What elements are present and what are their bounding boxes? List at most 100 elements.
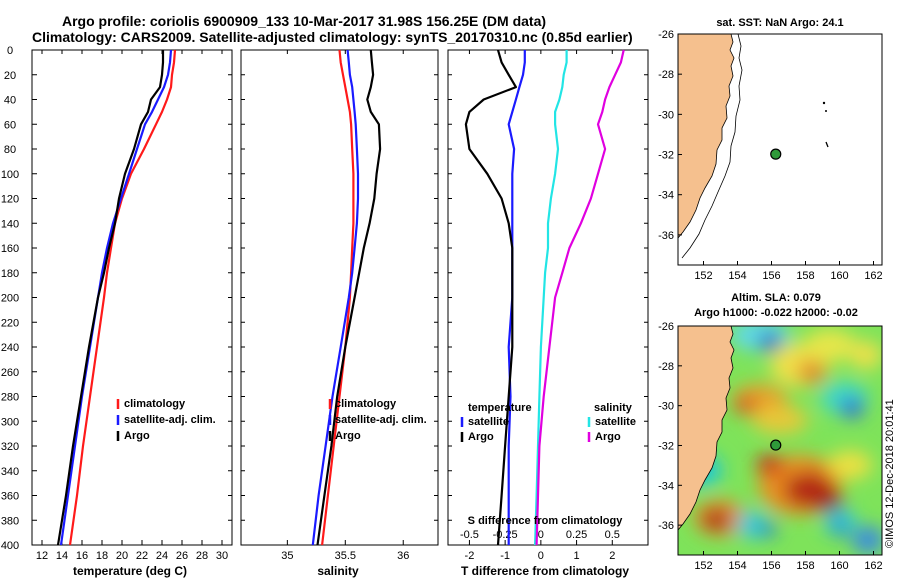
temperature-line-satellite-adj xyxy=(59,49,173,546)
sst-map-lon-tick-label: 162 xyxy=(864,270,882,282)
temperature-xtick-label: 30 xyxy=(216,550,228,562)
salinity-line-climatology xyxy=(321,49,355,546)
sst-map-lon-tick-label: 158 xyxy=(796,270,814,282)
difference-t-tick-label: 0 xyxy=(538,550,544,562)
salinity-line-argo xyxy=(316,49,382,546)
sst-map-argo-marker xyxy=(770,148,782,160)
depth-tick-label: 260 xyxy=(1,367,19,379)
temperature-axes-frame xyxy=(31,49,233,546)
difference-s-tick-label: -0.5 xyxy=(460,529,479,541)
sla-map-lon-tick-label: 152 xyxy=(694,560,712,572)
sst-map-island xyxy=(825,110,827,112)
sst-map-lat-tick-label: -36 xyxy=(658,230,674,242)
salinity-xlabel: salinity xyxy=(317,564,359,578)
difference-panel: -2 -1 0 1 2 -0.5 -0.25 0 0.25 0.5 S difference fr… xyxy=(447,49,649,578)
temperature-xtick-label: 24 xyxy=(156,550,168,562)
temperature-xtick-label: 22 xyxy=(136,550,148,562)
temperature-legend-label: satellite-adj. clim. xyxy=(124,414,216,426)
salinity-axes-frame xyxy=(240,49,439,546)
sst-map-reef xyxy=(825,141,829,148)
difference-t-xlabel: T difference from climatology xyxy=(461,564,629,578)
depth-tick-label: 360 xyxy=(1,491,19,503)
sst-map-lat-tick-label: -26 xyxy=(658,29,674,41)
difference-t-tick-label: 1 xyxy=(574,550,580,562)
depth-tick-label: 180 xyxy=(1,268,19,280)
sst-map-land xyxy=(677,33,735,240)
depth-tick-label: 0 xyxy=(7,45,13,57)
figure-title-line1: Argo profile: coriolis 6900909_133 10-Ma… xyxy=(62,13,546,29)
sst-map-lon-tick-label: 152 xyxy=(694,270,712,282)
sst-map-lat-tick-label: -32 xyxy=(658,150,674,162)
depth-tick-label: 280 xyxy=(1,392,19,404)
sla-map-lon-tick-label: 156 xyxy=(762,560,780,572)
difference-s-xlabel: S difference from climatology xyxy=(468,515,624,527)
salinity-panel: 35 35.5 36 salinity climatology satellite-a… xyxy=(240,49,439,578)
sst-map-panel: sat. SST: NaN Argo: 24.1 152 154 156 158 160… xyxy=(658,17,883,282)
salinity-xtick-label: 36 xyxy=(397,550,409,562)
difference-line-t-argo xyxy=(464,49,518,546)
salinity-legend-label: satellite-adj. clim. xyxy=(335,414,427,426)
sla-map-argo-marker xyxy=(770,439,782,451)
temperature-panel: 0204060801001201401601802002202402602803… xyxy=(1,45,648,578)
salinity-line-satellite-adj xyxy=(311,49,360,546)
difference-s-tick-label: 0.25 xyxy=(566,529,587,541)
sla-map-title-line2: Argo h1000: -0.022 h2000: -0.02 xyxy=(694,307,858,319)
difference-legend-label: Argo xyxy=(595,431,621,443)
temperature-xtick-label: 12 xyxy=(36,550,48,562)
salinity-legend-label: climatology xyxy=(335,398,397,410)
temperature-xtick-label: 28 xyxy=(196,550,208,562)
difference-line-s-satellite xyxy=(534,50,568,546)
depth-tick-label: 320 xyxy=(1,441,19,453)
depth-tick-label: 340 xyxy=(1,466,19,478)
depth-tick-label: 80 xyxy=(4,144,16,156)
difference-s-tick-label: -0.25 xyxy=(493,529,518,541)
sst-map-isobath xyxy=(681,33,743,259)
difference-line-t-satellite xyxy=(507,50,526,545)
temperature-line-argo xyxy=(56,50,165,546)
figure-title-line2: Climatology: CARS2009. Satellite-adjuste… xyxy=(32,29,633,45)
depth-tick-label: 200 xyxy=(1,293,19,305)
difference-t-tick-label: -1 xyxy=(500,550,510,562)
sla-heatmap xyxy=(678,326,882,555)
temperature-line-climatology xyxy=(68,49,177,546)
depth-tick-label: 60 xyxy=(4,119,16,131)
temperature-xtick-label: 20 xyxy=(116,550,128,562)
depth-tick-label: 220 xyxy=(1,317,19,329)
temperature-xlabel: temperature (deg C) xyxy=(73,564,187,578)
depth-tick-label: 140 xyxy=(1,218,19,230)
sst-map-lon-tick-label: 154 xyxy=(728,270,746,282)
sla-map-frame xyxy=(677,325,883,556)
temperature-xtick-label: 16 xyxy=(76,550,88,562)
depth-tick-label: 400 xyxy=(1,540,19,552)
sla-map-lon-tick-label: 162 xyxy=(864,560,882,572)
sla-map-lat-tick-label: -32 xyxy=(658,440,674,452)
difference-legend-label: satellite xyxy=(595,416,636,428)
sla-map-lat-tick-label: -26 xyxy=(658,321,674,333)
depth-tick-label: 120 xyxy=(1,194,19,206)
sst-map-frame xyxy=(677,33,883,266)
sla-map-panel: Altim. SLA: 0.079 Argo h1000: -0.022 h20… xyxy=(658,292,883,572)
sst-map-lon-tick-label: 160 xyxy=(830,270,848,282)
sla-map-lat-tick-label: -30 xyxy=(658,401,674,413)
sla-map-title-line1: Altim. SLA: 0.079 xyxy=(731,292,821,304)
difference-line-s-argo xyxy=(535,49,625,546)
depth-tick-label: 20 xyxy=(4,70,16,82)
temperature-legend-label: Argo xyxy=(124,430,150,442)
depth-tick-label: 40 xyxy=(4,95,16,107)
difference-axes-frame xyxy=(447,49,649,546)
sla-map-lon-tick-label: 160 xyxy=(830,560,848,572)
sst-map-lat-tick-label: -34 xyxy=(658,190,674,202)
imos-credit: ©IMOS 12-Dec-2018 20:01:41 xyxy=(884,399,896,548)
difference-t-tick-label: 2 xyxy=(609,550,615,562)
sst-map-lon-tick-label: 156 xyxy=(762,270,780,282)
sla-map-lon-tick-label: 154 xyxy=(728,560,746,572)
salinity-xtick-label: 35.5 xyxy=(335,550,356,562)
sla-map-lat-tick-label: -28 xyxy=(658,361,674,373)
difference-legend-temperature-header: temperature xyxy=(468,402,532,414)
salinity-xtick-label: 35 xyxy=(281,550,293,562)
sst-map-title: sat. SST: NaN Argo: 24.1 xyxy=(716,17,843,29)
sst-map-island xyxy=(822,101,826,105)
depth-tick-label: 100 xyxy=(1,169,19,181)
sla-map-lon-tick-label: 158 xyxy=(796,560,814,572)
